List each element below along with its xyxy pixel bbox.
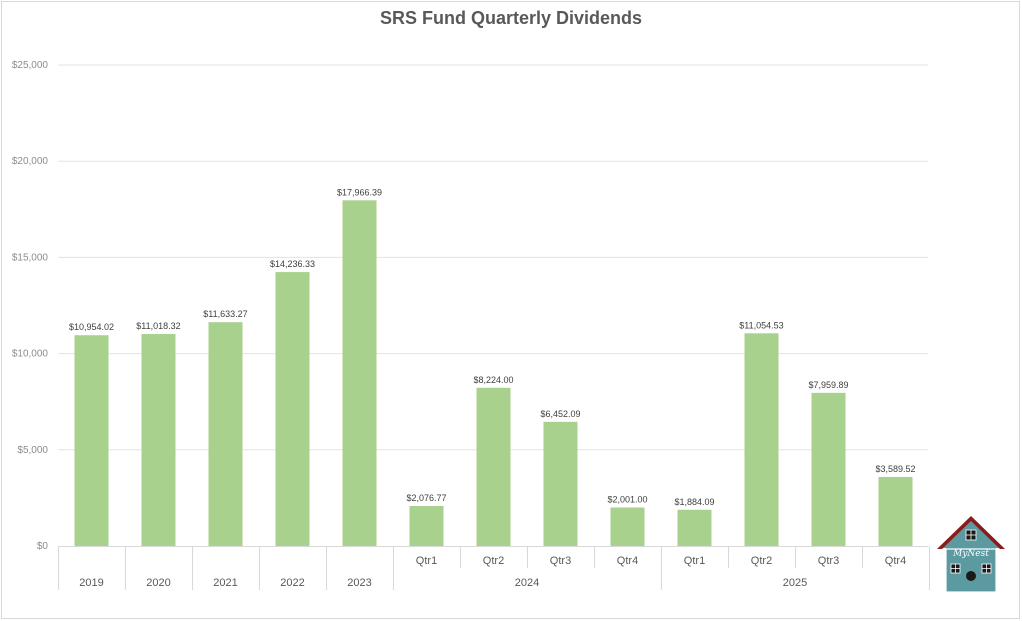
x-tick-label: 2019 — [79, 577, 103, 589]
bar — [543, 421, 578, 546]
bar — [677, 509, 712, 546]
x-tick-label: Qtr4 — [885, 555, 906, 567]
data-label: $2,076.77 — [406, 493, 446, 503]
y-tick-label: $25,000 — [12, 60, 49, 71]
x-axis: 2019 2020 2021 2022 2023 Qtr1 Qtr2 Qtr3 Qtr4 Qtr1… — [58, 546, 930, 590]
x-group-label: 2024 — [515, 577, 539, 589]
x-tick-label: 2023 — [347, 577, 371, 589]
bar — [610, 507, 645, 546]
bar — [141, 334, 176, 546]
x-tick-label: Qtr2 — [751, 555, 772, 567]
data-label: $2,001.00 — [607, 495, 647, 505]
bar — [744, 333, 779, 546]
data-label: $11,018.32 — [136, 321, 180, 331]
x-tick-label: Qtr4 — [617, 555, 638, 567]
data-label: $11,633.27 — [203, 309, 247, 319]
data-labels: $10,954.02 $11,018.32 $11,633.27 $14,236.33… — [69, 187, 916, 506]
bar — [409, 506, 444, 546]
bar — [878, 476, 913, 546]
bar — [811, 392, 846, 546]
bar — [275, 272, 310, 546]
x-tick-label: Qtr3 — [818, 555, 839, 567]
data-label: $11,054.53 — [739, 320, 783, 330]
x-tick-label: 2022 — [280, 577, 304, 589]
data-label: $17,966.39 — [337, 187, 382, 197]
bar — [342, 200, 377, 546]
chart-title: SRS Fund Quarterly Dividends — [379, 8, 643, 28]
x-tick-label: Qtr1 — [684, 555, 705, 567]
y-tick-label: $20,000 — [12, 156, 49, 167]
data-label: $7,959.89 — [808, 380, 848, 390]
bar — [208, 322, 243, 546]
x-group-label: 2025 — [783, 577, 807, 589]
y-axis-ticks: $0 $5,000 $10,000 $15,000 $20,000 $25,000 — [12, 60, 49, 552]
data-label: $1,884.09 — [674, 497, 714, 507]
x-tick-label: Qtr3 — [550, 555, 571, 567]
y-tick-label: $10,000 — [12, 349, 49, 360]
bar — [74, 335, 109, 546]
logo-text: MyNest — [952, 549, 989, 559]
data-label: $6,452.09 — [540, 409, 580, 419]
x-tick-label: 2020 — [146, 577, 170, 589]
data-label: $14,236.33 — [270, 259, 315, 269]
y-tick-label: $15,000 — [12, 252, 49, 263]
y-tick-label: $0 — [37, 541, 49, 552]
data-label: $10,954.02 — [69, 322, 114, 332]
x-tick-label: Qtr2 — [483, 555, 504, 567]
y-tick-label: $5,000 — [17, 445, 48, 456]
bars — [74, 200, 913, 546]
x-tick-label: Qtr1 — [416, 555, 437, 567]
x-tick-label: 2021 — [213, 577, 237, 589]
data-label: $3,589.52 — [875, 464, 915, 474]
house-logo-icon: MyNest — [937, 516, 1005, 593]
bar — [476, 387, 511, 546]
data-label: $8,224.00 — [473, 375, 513, 385]
